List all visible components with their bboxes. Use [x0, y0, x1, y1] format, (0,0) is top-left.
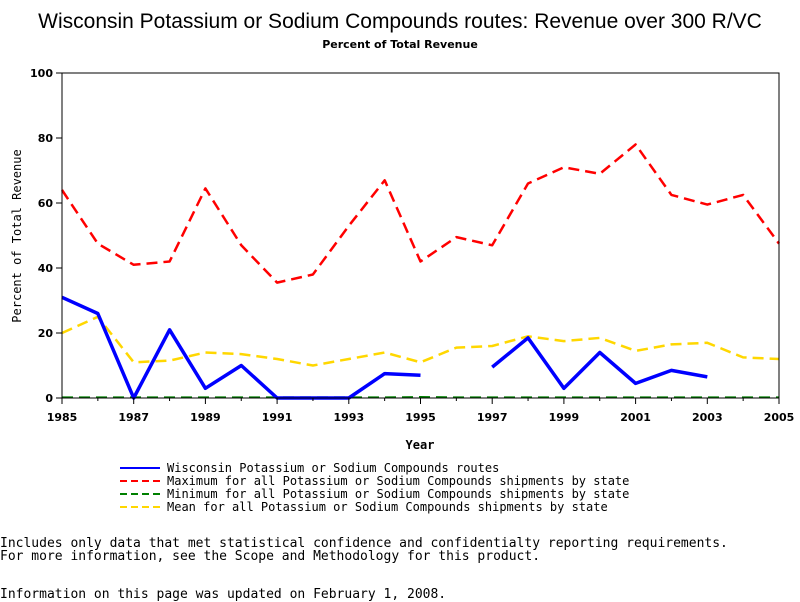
x-tick-label: 2001: [620, 411, 651, 424]
y-tick-label: 60: [38, 197, 54, 210]
x-tick-label: 1993: [333, 411, 364, 424]
y-tick-label: 40: [38, 262, 54, 275]
series-line: [62, 145, 779, 283]
legend-label: Maximum for all Potassium or Sodium Comp…: [167, 474, 629, 488]
y-tick-label: 0: [45, 392, 53, 405]
x-tick-label: 1989: [190, 411, 221, 424]
footnote-methodology: For more information, see the Scope and …: [0, 549, 540, 564]
x-tick-label: 2005: [764, 411, 795, 424]
line-chart: 0 20 40 60 80 100 1985 1987 1989 1991 1993 1995 1997…: [0, 0, 800, 520]
legend: Wisconsin Potassium or Sodium Compounds …: [120, 461, 629, 514]
x-tick-label: 1987: [118, 411, 149, 424]
y-tick-label: 80: [38, 132, 54, 145]
series-line: [62, 297, 421, 398]
x-tick-label: 1991: [262, 411, 293, 424]
x-tick-label: 1999: [549, 411, 580, 424]
plot-frame: [62, 73, 779, 398]
series-line: [62, 317, 779, 366]
x-axis-label: Year: [406, 438, 435, 452]
x-tick-label: 1997: [477, 411, 508, 424]
y-tick-label: 100: [30, 67, 53, 80]
legend-label: Minimum for all Potassium or Sodium Comp…: [167, 487, 629, 501]
x-tick-label: 2003: [692, 411, 723, 424]
legend-label: Mean for all Potassium or Sodium Compoun…: [167, 500, 608, 514]
legend-label: Wisconsin Potassium or Sodium Compounds …: [167, 461, 499, 475]
y-axis-label: Percent of Total Revenue: [10, 149, 24, 322]
x-tick-label: 1995: [405, 411, 436, 424]
y-tick-label: 20: [38, 327, 54, 340]
x-tick-label: 1985: [47, 411, 78, 424]
